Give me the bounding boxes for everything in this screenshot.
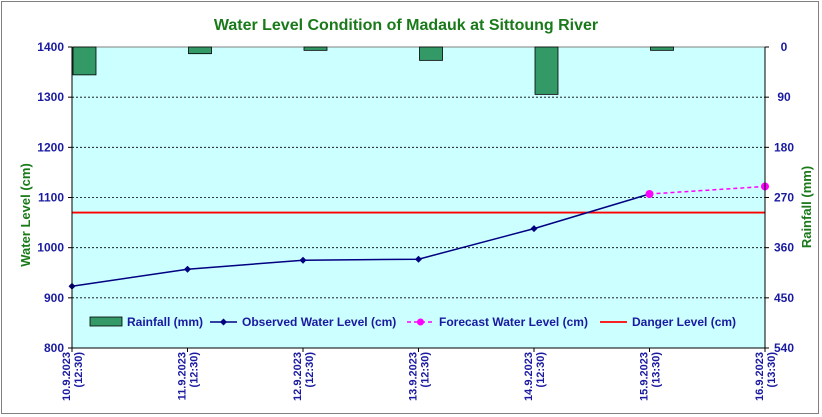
rainfall-bar <box>303 46 328 51</box>
rainfall-bar <box>419 46 443 61</box>
x-tick-label-date: 12.9.2023 <box>292 352 304 401</box>
y-tick-label: 1000 <box>37 241 64 255</box>
y-axis-label: Water Level (cm) <box>18 163 33 267</box>
y2-tick-label: 90 <box>777 90 791 104</box>
x-tick-label-time: (13:30) <box>651 352 663 388</box>
y-tick-label: 800 <box>44 341 64 355</box>
rainfall-bar <box>534 46 559 95</box>
rainfall-bars <box>72 46 674 95</box>
x-tick-label-time: (12:30) <box>420 352 432 388</box>
observed-water-level-line <box>71 193 650 288</box>
rainfall-bar <box>72 46 97 76</box>
water-level-lines <box>68 182 769 290</box>
axes: 800 900 1000 1100 1200 1300 1400 0 90 180 270 360 45… <box>37 40 794 401</box>
forecast-point <box>645 189 654 198</box>
forecast-water-level-line <box>649 185 766 195</box>
x-tick-label-time: (12:30) <box>535 352 547 388</box>
x-tick-label-time: (12:30) <box>73 352 85 388</box>
x-tick-label-date: 16.9.2023 <box>754 352 766 401</box>
rainfall-bar <box>650 46 674 51</box>
chart-title: Water Level Condition of Madauk at Sitto… <box>214 17 598 34</box>
x-tick-label-date: 11.9.2023 <box>177 352 189 400</box>
x-tick-label-date: 13.9.2023 <box>408 352 420 401</box>
legend: Rainfall (mm) Observed Water Level (cm) … <box>89 315 736 329</box>
y2-tick-label: 540 <box>774 341 794 355</box>
y-tick-label: 1400 <box>37 40 64 54</box>
observed-point <box>184 265 191 273</box>
legend-rainfall-label: Rainfall (mm) <box>127 315 203 329</box>
legend-observed-marker <box>220 318 227 326</box>
x-tick-label-time: (12:30) <box>189 352 201 388</box>
legend-danger-label: Danger Level (cm) <box>632 315 736 329</box>
observed-point <box>415 255 422 263</box>
legend-forecast-label: Forecast Water Level (cm) <box>439 315 588 329</box>
y-tick-label: 900 <box>44 291 64 305</box>
y2-tick-label: 450 <box>774 291 794 305</box>
legend-rainfall-swatch <box>89 316 123 327</box>
y2-tick-label: 270 <box>774 191 794 205</box>
y2-axis-label: Rainfall (mm) <box>799 166 814 248</box>
y2-tick-label: 0 <box>781 40 788 54</box>
legend-forecast-marker <box>417 318 424 326</box>
x-tick-label-date: 10.9.2023 <box>61 352 73 401</box>
y2-tick-label: 360 <box>774 241 794 255</box>
x-tick-label-time: (12:30) <box>304 352 316 388</box>
y-tick-label: 1300 <box>37 90 64 104</box>
observed-point <box>299 256 307 264</box>
rainfall-bar <box>188 46 212 55</box>
y-tick-label: 1200 <box>37 140 64 154</box>
y2-tick-label: 180 <box>774 140 794 154</box>
x-tick-label-date: 15.9.2023 <box>639 352 651 401</box>
x-tick-label-time: (13:30) <box>766 352 778 388</box>
legend-observed-label: Observed Water Level (cm) <box>242 315 396 329</box>
y-tick-label: 1100 <box>38 191 64 205</box>
observed-point <box>530 225 538 233</box>
x-tick-label-date: 14.9.2023 <box>523 352 535 401</box>
